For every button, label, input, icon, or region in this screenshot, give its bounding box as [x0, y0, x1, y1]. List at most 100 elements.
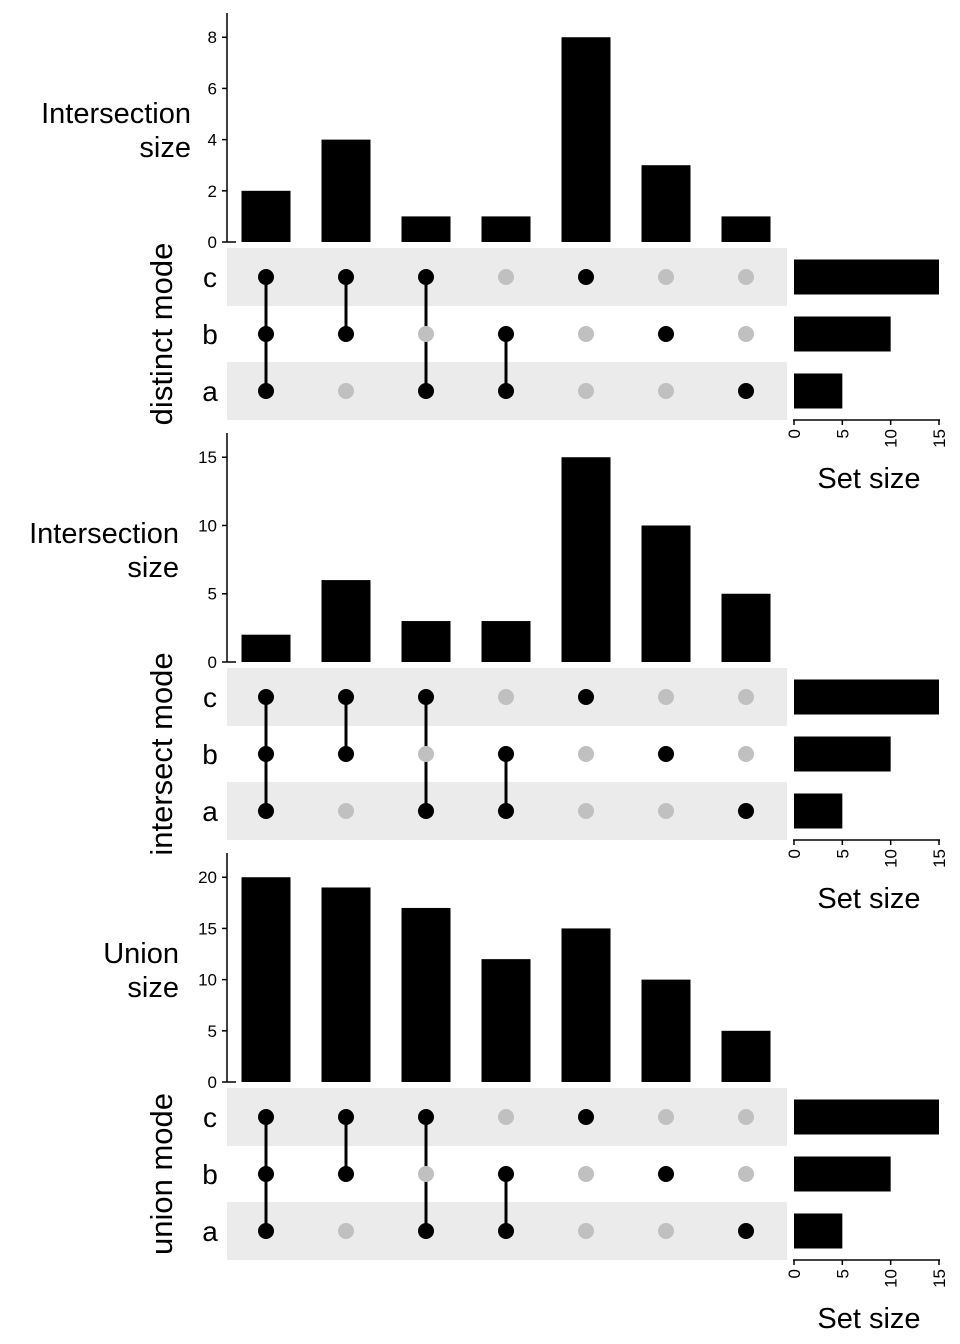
intersection-bar	[401, 907, 451, 1082]
intersection-bar	[321, 887, 371, 1082]
matrix-dot-active	[338, 269, 354, 285]
set-label-a: a	[202, 1216, 218, 1247]
matrix-dot-active	[418, 803, 434, 819]
matrix-dot-active	[498, 1166, 514, 1182]
matrix-dot-inactive	[578, 746, 594, 762]
matrix-dot-inactive	[658, 803, 674, 819]
matrix-dot-active	[498, 383, 514, 399]
set-size-bar	[794, 1156, 891, 1192]
y-tick-label: 15	[198, 919, 217, 938]
y-axis-title: Intersection	[41, 98, 191, 130]
matrix-dot-inactive	[338, 1223, 354, 1239]
matrix-dot-inactive	[578, 803, 594, 819]
matrix-dot-active	[338, 746, 354, 762]
matrix-dot-active	[258, 269, 274, 285]
set-size-tick-label: 10	[882, 1269, 901, 1288]
matrix-dot-active	[738, 803, 754, 819]
matrix-dot-active	[258, 383, 274, 399]
matrix-dot-active	[578, 1109, 594, 1125]
y-axis-title: Intersection	[29, 518, 179, 550]
matrix-dot-inactive	[418, 326, 434, 342]
matrix-dot-inactive	[658, 1223, 674, 1239]
y-axis-title: size	[127, 552, 179, 584]
matrix-dot-active	[338, 689, 354, 705]
matrix-dot-active	[258, 1223, 274, 1239]
y-tick-label: 10	[198, 516, 217, 535]
matrix-dot-inactive	[658, 269, 674, 285]
y-tick-label: 4	[208, 131, 217, 150]
matrix-dot-inactive	[418, 1166, 434, 1182]
matrix-dot-inactive	[578, 326, 594, 342]
set-size-bar	[794, 1099, 939, 1135]
matrix-dot-active	[738, 383, 754, 399]
matrix-dot-inactive	[738, 1166, 754, 1182]
matrix-dot-active	[258, 746, 274, 762]
intersection-bar	[641, 525, 691, 662]
set-size-title: Set size	[817, 883, 920, 915]
intersection-bar	[641, 165, 691, 242]
matrix-dot-active	[578, 689, 594, 705]
intersection-bar	[721, 593, 771, 662]
matrix-dot-inactive	[578, 383, 594, 399]
intersection-bar	[321, 580, 371, 662]
set-size-tick-label: 5	[833, 849, 852, 858]
set-size-tick-label: 10	[882, 429, 901, 448]
set-size-bar	[794, 793, 843, 829]
y-tick-label: 0	[208, 233, 217, 252]
y-tick-label: 5	[208, 585, 217, 604]
set-label-b: b	[202, 739, 218, 770]
matrix-dot-inactive	[498, 1109, 514, 1125]
intersection-bar	[481, 959, 531, 1082]
matrix-dot-active	[338, 1109, 354, 1125]
set-label-c: c	[203, 1102, 217, 1133]
y-tick-label: 5	[208, 1022, 217, 1041]
set-size-tick-label: 0	[785, 849, 804, 858]
matrix-dot-inactive	[738, 746, 754, 762]
matrix-dot-active	[418, 1109, 434, 1125]
matrix-dot-inactive	[738, 326, 754, 342]
matrix-dot-active	[658, 326, 674, 342]
y-axis-title: Union	[103, 938, 179, 970]
matrix-dot-inactive	[498, 269, 514, 285]
set-size-bar	[794, 373, 843, 409]
set-size-bar	[794, 316, 891, 352]
matrix-dot-active	[258, 689, 274, 705]
set-size-tick-label: 0	[785, 1269, 804, 1278]
matrix-dot-inactive	[658, 1109, 674, 1125]
y-tick-label: 0	[208, 1073, 217, 1092]
y-axis-title: size	[127, 972, 179, 1004]
set-label-a: a	[202, 796, 218, 827]
matrix-dot-active	[418, 269, 434, 285]
y-tick-label: 8	[208, 28, 217, 47]
matrix-dot-inactive	[738, 689, 754, 705]
matrix-dot-inactive	[338, 383, 354, 399]
set-size-title: Set size	[817, 1303, 920, 1335]
intersection-bar	[721, 1030, 771, 1082]
set-label-b: b	[202, 319, 218, 350]
matrix-dot-active	[578, 269, 594, 285]
intersection-bar	[401, 621, 451, 662]
matrix-dot-inactive	[738, 269, 754, 285]
set-size-bar	[794, 259, 939, 295]
matrix-dot-active	[498, 803, 514, 819]
matrix-dot-active	[498, 326, 514, 342]
set-size-title: Set size	[817, 463, 920, 495]
set-size-tick-label: 0	[785, 429, 804, 438]
set-label-c: c	[203, 682, 217, 713]
mode-label: intersect mode	[144, 652, 179, 855]
set-size-tick-label: 5	[833, 429, 852, 438]
y-tick-label: 0	[208, 653, 217, 672]
matrix-dot-active	[418, 1223, 434, 1239]
matrix-dot-active	[418, 383, 434, 399]
matrix-dot-active	[738, 1223, 754, 1239]
y-axis-title: size	[139, 132, 191, 164]
set-label-a: a	[202, 376, 218, 407]
intersection-bar	[481, 216, 531, 242]
matrix-dot-active	[258, 326, 274, 342]
intersection-bar	[561, 37, 611, 242]
matrix-dot-active	[258, 1166, 274, 1182]
y-tick-label: 2	[208, 182, 217, 201]
matrix-dot-active	[258, 1109, 274, 1125]
